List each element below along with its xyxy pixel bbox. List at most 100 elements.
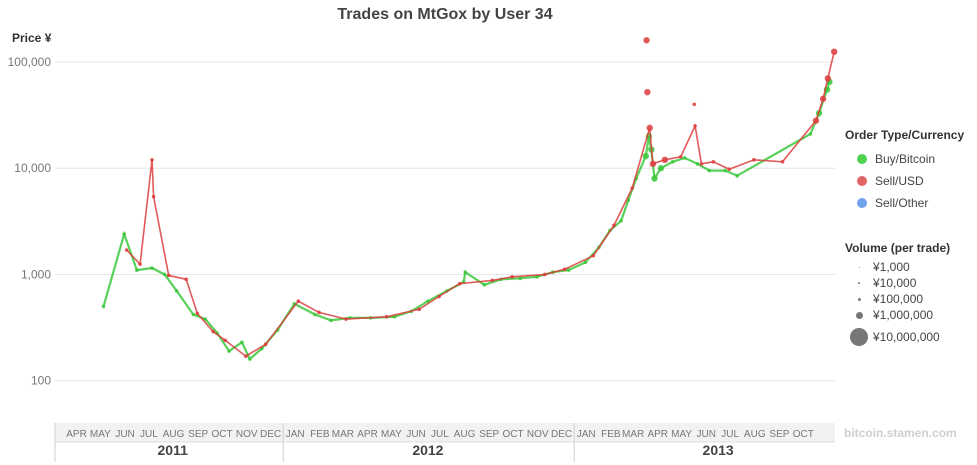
- year-label: 2013: [703, 442, 734, 458]
- trade-point: [124, 248, 129, 252]
- trade-point: [651, 175, 658, 182]
- x-tick-label: DEC: [551, 429, 572, 440]
- year-label: 2012: [412, 442, 443, 458]
- volume-legend-title: Volume (per trade): [845, 241, 951, 255]
- x-tick-label: JUL: [721, 429, 739, 440]
- legend-item-buy-bitcoin[interactable]: Buy/Bitcoin: [845, 148, 975, 170]
- trade-point: [711, 159, 716, 164]
- volume-item: ¥10,000,000: [845, 323, 975, 351]
- volume-label: ¥1,000,000: [873, 308, 934, 322]
- order-type-legend: Order Type/Currency Buy/Bitcoin Sell/USD…: [845, 128, 975, 214]
- volume-dot-icon: [858, 266, 860, 268]
- x-tick-label: FEB: [310, 429, 330, 440]
- trade-point: [643, 37, 650, 44]
- series-trace-sell-usd: [126, 51, 835, 358]
- trade-point: [612, 223, 616, 228]
- x-tick-label: NOV: [527, 429, 549, 440]
- trade-point: [619, 219, 623, 223]
- trade-point: [707, 168, 712, 173]
- x-tick-label: AUG: [163, 429, 185, 440]
- legend-title: Order Type/Currency: [845, 128, 965, 142]
- chart-title: Trades on MtGox by User 34: [337, 6, 553, 23]
- trade-point: [437, 294, 441, 299]
- x-tick-label: MAR: [332, 429, 354, 440]
- x-tick-label: AUG: [454, 429, 476, 440]
- x-tick-label: JAN: [577, 429, 596, 440]
- trade-point: [649, 160, 657, 168]
- volume-item: ¥1,000,000: [845, 307, 975, 323]
- trade-point: [692, 102, 697, 107]
- x-tick-label: SEP: [479, 429, 499, 440]
- legend-label: Buy/Bitcoin: [875, 152, 936, 166]
- legend-item-sell-usd[interactable]: Sell/USD: [845, 170, 975, 192]
- trade-point: [150, 266, 154, 270]
- x-tick-label: MAY: [90, 429, 111, 440]
- trade-point: [135, 268, 139, 272]
- trade-point: [184, 277, 188, 282]
- trade-point: [644, 88, 651, 96]
- trade-point: [191, 312, 196, 317]
- trade-point: [417, 307, 421, 312]
- trade-point: [211, 329, 216, 334]
- trade-point: [263, 342, 268, 347]
- trade-point: [646, 124, 653, 132]
- y-tick-label: 1,000: [21, 267, 51, 281]
- sell-usd-swatch: [857, 176, 867, 186]
- x-tick-label: JUL: [140, 429, 158, 440]
- y-tick-label: 100: [31, 374, 51, 388]
- trade-point: [426, 299, 430, 304]
- volume-legend: Volume (per trade) ¥1,000 ¥10,000 ¥100,0…: [845, 241, 975, 351]
- trade-point: [682, 156, 687, 160]
- y-tick-label: 100,000: [8, 55, 52, 69]
- credit-text[interactable]: bitcoin.stamen.com: [844, 426, 957, 440]
- trade-point: [780, 159, 785, 164]
- trade-point: [490, 278, 495, 283]
- trade-point: [203, 317, 208, 321]
- trade-point: [344, 317, 348, 321]
- y-axis-label: Price ¥: [12, 31, 52, 45]
- x-tick-label: APR: [357, 429, 378, 440]
- volume-item: ¥10,000: [845, 275, 975, 291]
- trade-point: [138, 262, 142, 266]
- x-tick-label: JUN: [406, 429, 425, 440]
- legend-label: Sell/Other: [875, 196, 929, 210]
- trade-point: [535, 275, 539, 279]
- trade-point: [808, 132, 813, 136]
- x-tick-label: JUN: [115, 429, 134, 440]
- trade-point: [583, 260, 588, 265]
- trade-point: [174, 289, 179, 293]
- x-tick-label: DEC: [260, 429, 281, 440]
- x-tick-label: MAR: [622, 429, 644, 440]
- trade-point: [240, 340, 244, 345]
- trade-point: [457, 281, 462, 286]
- legend-item-sell-other[interactable]: Sell/Other: [845, 192, 975, 214]
- trade-point: [542, 272, 547, 277]
- legend-label: Sell/USD: [875, 174, 924, 188]
- x-tick-label: OCT: [211, 429, 232, 440]
- trade-point: [657, 165, 665, 172]
- trade-point: [699, 162, 704, 166]
- trade-point: [591, 253, 596, 258]
- trade-point: [248, 357, 252, 361]
- trade-point: [122, 232, 126, 236]
- trade-point: [510, 275, 514, 279]
- trade-point: [317, 310, 321, 315]
- trade-point: [562, 267, 567, 272]
- volume-label: ¥100,000: [873, 292, 924, 306]
- x-tick-label: MAY: [381, 429, 402, 440]
- trade-point: [296, 299, 301, 304]
- x-tick-label: JAN: [286, 429, 305, 440]
- trade-point: [727, 167, 732, 171]
- volume-label: ¥1,000: [873, 260, 910, 274]
- x-tick-label: MAY: [671, 429, 692, 440]
- volume-dot-icon: [850, 328, 868, 346]
- trade-point: [227, 349, 231, 353]
- volume-item: ¥100,000: [845, 291, 975, 307]
- volume-label: ¥10,000: [873, 276, 917, 290]
- x-tick-label: APR: [66, 429, 87, 440]
- trade-point: [661, 156, 669, 164]
- x-tick-label: OCT: [503, 429, 524, 440]
- x-tick-label: JUN: [697, 429, 716, 440]
- y-tick-label: 10,000: [14, 161, 51, 175]
